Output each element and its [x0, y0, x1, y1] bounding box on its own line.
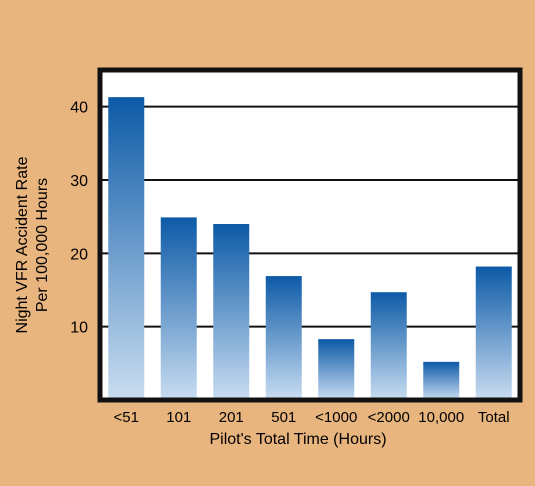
y-axis-title-line2: Per 100,000 Hours	[34, 178, 51, 312]
x-tick-labels: <51 101 201 501 <1000 <2000 10,000 Total	[114, 409, 510, 426]
bar-5	[318, 339, 355, 400]
bar-7	[423, 361, 460, 400]
plot-frame	[97, 67, 523, 403]
x-tick-label: 101	[166, 409, 191, 426]
y-axis-title-line1: Night VFR Accident Rate	[14, 156, 31, 333]
y-tick-labels: 10 20 30 40	[70, 100, 88, 337]
x-tick-label: <51	[114, 409, 139, 426]
x-tick-label: 201	[219, 409, 244, 426]
x-tick-label: <1000	[315, 409, 357, 426]
x-tick-label: 10,000	[418, 409, 464, 426]
y-tick-label: 30	[70, 173, 88, 190]
x-tick-label: <2000	[368, 409, 410, 426]
bar-6	[370, 292, 407, 400]
bar-2	[160, 217, 197, 400]
x-axis-title: Pilot's Total Time (Hours)	[209, 431, 386, 448]
bar-3	[213, 224, 250, 400]
bar-4	[265, 276, 302, 400]
y-tick-label: 20	[70, 246, 88, 263]
y-tick-label: 10	[70, 320, 88, 337]
x-tick-label: 501	[271, 409, 296, 426]
bar-1	[108, 97, 145, 400]
y-tick-label: 40	[70, 100, 88, 117]
x-tick-label: Total	[478, 409, 510, 426]
bar-8	[475, 266, 512, 400]
bars	[108, 97, 512, 400]
y-axis-title-group: Night VFR Accident Rate Per 100,000 Hour…	[14, 156, 51, 333]
